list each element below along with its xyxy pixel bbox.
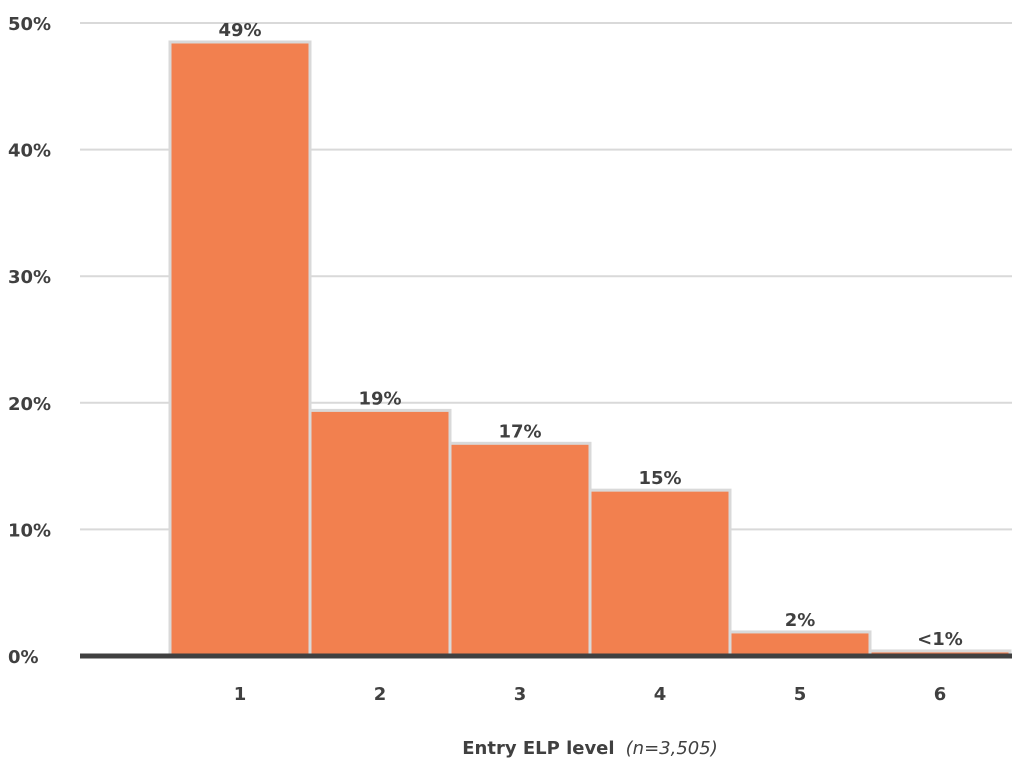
data-label: <1% [917, 629, 963, 650]
bar-1 [170, 42, 310, 656]
x-tick-label: 4 [654, 684, 667, 705]
y-axis-ticks: 0% 10% 20% 30% 40% 50% [8, 14, 51, 668]
y-tick-label: 50% [8, 14, 51, 35]
x-axis-ticks: 1 2 3 4 5 6 [234, 684, 947, 705]
data-label: 2% [785, 610, 816, 631]
x-tick-label: 2 [374, 684, 387, 705]
bar-2 [310, 410, 450, 656]
x-axis-title: Entry ELP level (n=3,505) [462, 738, 717, 759]
y-tick-label: 40% [8, 141, 51, 162]
x-axis-label: Entry ELP level [462, 738, 614, 759]
bar-5 [730, 632, 870, 656]
y-tick-label: 20% [8, 394, 51, 415]
x-tick-label: 6 [934, 684, 947, 705]
x-tick-label: 3 [514, 684, 527, 705]
data-label: 17% [498, 421, 541, 442]
y-tick-label: 0% [8, 647, 39, 668]
bars [170, 42, 1010, 656]
y-tick-label: 10% [8, 520, 51, 541]
y-tick-label: 30% [8, 267, 51, 288]
data-label: 19% [358, 388, 401, 409]
bar-4 [590, 490, 730, 656]
x-tick-label: 5 [794, 684, 807, 705]
x-axis-sample-note: (n=3,505) [626, 738, 718, 759]
x-tick-label: 1 [234, 684, 247, 705]
bar-3 [450, 443, 590, 656]
data-label: 15% [638, 468, 681, 489]
data-label: 49% [218, 20, 261, 41]
